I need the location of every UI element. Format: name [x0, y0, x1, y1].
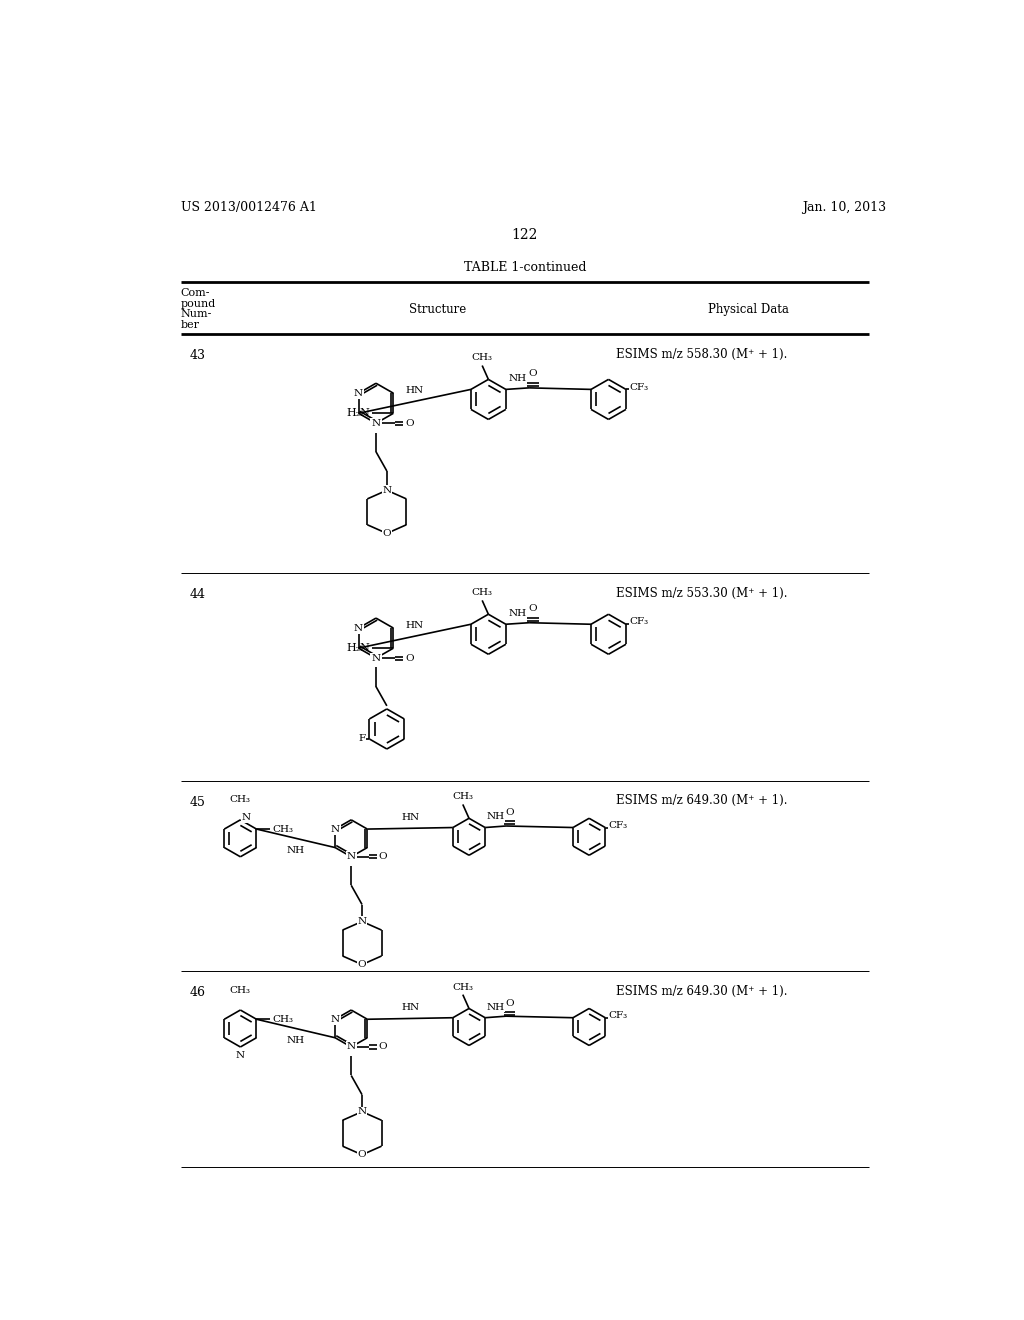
Text: NH: NH	[486, 812, 505, 821]
Text: Num-: Num-	[180, 309, 212, 319]
Text: HN: HN	[406, 387, 424, 395]
Text: N: N	[331, 1015, 340, 1024]
Text: Structure: Structure	[410, 304, 467, 317]
Text: O: O	[406, 653, 414, 663]
Text: O: O	[357, 960, 367, 969]
Text: N: N	[347, 1043, 355, 1052]
Text: O: O	[383, 529, 391, 537]
Text: CH₃: CH₃	[472, 354, 493, 363]
Text: 44: 44	[190, 589, 206, 601]
Text: ESIMS m/z 553.30 (M⁺ + 1).: ESIMS m/z 553.30 (M⁺ + 1).	[616, 586, 787, 599]
Text: O: O	[506, 808, 514, 817]
Text: TABLE 1-continued: TABLE 1-continued	[464, 261, 586, 273]
Text: CH₃: CH₃	[272, 825, 293, 833]
Text: HN: HN	[406, 620, 424, 630]
Text: NH: NH	[287, 1036, 305, 1045]
Text: N: N	[372, 653, 381, 663]
Text: US 2013/0012476 A1: US 2013/0012476 A1	[180, 201, 316, 214]
Text: N: N	[382, 486, 391, 495]
Text: N: N	[347, 853, 355, 861]
Text: Physical Data: Physical Data	[708, 304, 788, 317]
Text: O: O	[528, 370, 538, 379]
Text: N: N	[357, 1107, 367, 1117]
Text: Jan. 10, 2013: Jan. 10, 2013	[802, 201, 887, 214]
Text: H₂N: H₂N	[346, 408, 371, 418]
Text: CH₃: CH₃	[453, 792, 473, 801]
Text: O: O	[528, 605, 538, 614]
Text: H₂N: H₂N	[346, 643, 371, 653]
Text: 45: 45	[190, 796, 206, 809]
Text: pound: pound	[180, 298, 216, 309]
Text: HN: HN	[401, 813, 419, 822]
Text: N: N	[242, 813, 251, 822]
Text: CF₃: CF₃	[629, 618, 648, 627]
Text: NH: NH	[508, 609, 526, 618]
Text: CF₃: CF₃	[608, 821, 628, 830]
Text: CF₃: CF₃	[629, 383, 648, 392]
Text: NH: NH	[486, 1003, 505, 1011]
Text: N: N	[236, 1051, 245, 1060]
Text: O: O	[378, 853, 387, 861]
Text: 43: 43	[190, 350, 206, 363]
Text: HN: HN	[401, 1003, 419, 1012]
Text: CH₃: CH₃	[229, 986, 251, 995]
Text: 46: 46	[190, 986, 206, 999]
Text: CF₃: CF₃	[608, 1011, 628, 1020]
Text: F: F	[358, 734, 366, 743]
Text: Com-: Com-	[180, 288, 210, 298]
Text: N: N	[372, 418, 381, 428]
Text: NH: NH	[287, 846, 305, 855]
Text: CH₃: CH₃	[453, 982, 473, 991]
Text: NH: NH	[508, 375, 526, 383]
Text: O: O	[357, 1150, 367, 1159]
Text: ESIMS m/z 558.30 (M⁺ + 1).: ESIMS m/z 558.30 (M⁺ + 1).	[616, 348, 787, 360]
Text: N: N	[354, 389, 364, 397]
Text: O: O	[378, 1043, 387, 1052]
Text: N: N	[331, 825, 340, 833]
Text: O: O	[506, 999, 514, 1007]
Text: N: N	[357, 917, 367, 925]
Text: ESIMS m/z 649.30 (M⁺ + 1).: ESIMS m/z 649.30 (M⁺ + 1).	[616, 795, 787, 808]
Text: CH₃: CH₃	[472, 589, 493, 598]
Text: N: N	[354, 623, 364, 632]
Text: ESIMS m/z 649.30 (M⁺ + 1).: ESIMS m/z 649.30 (M⁺ + 1).	[616, 985, 787, 998]
Text: O: O	[406, 418, 414, 428]
Text: 122: 122	[512, 227, 538, 242]
Text: ber: ber	[180, 321, 200, 330]
Text: CH₃: CH₃	[229, 796, 251, 804]
Text: CH₃: CH₃	[272, 1015, 293, 1024]
